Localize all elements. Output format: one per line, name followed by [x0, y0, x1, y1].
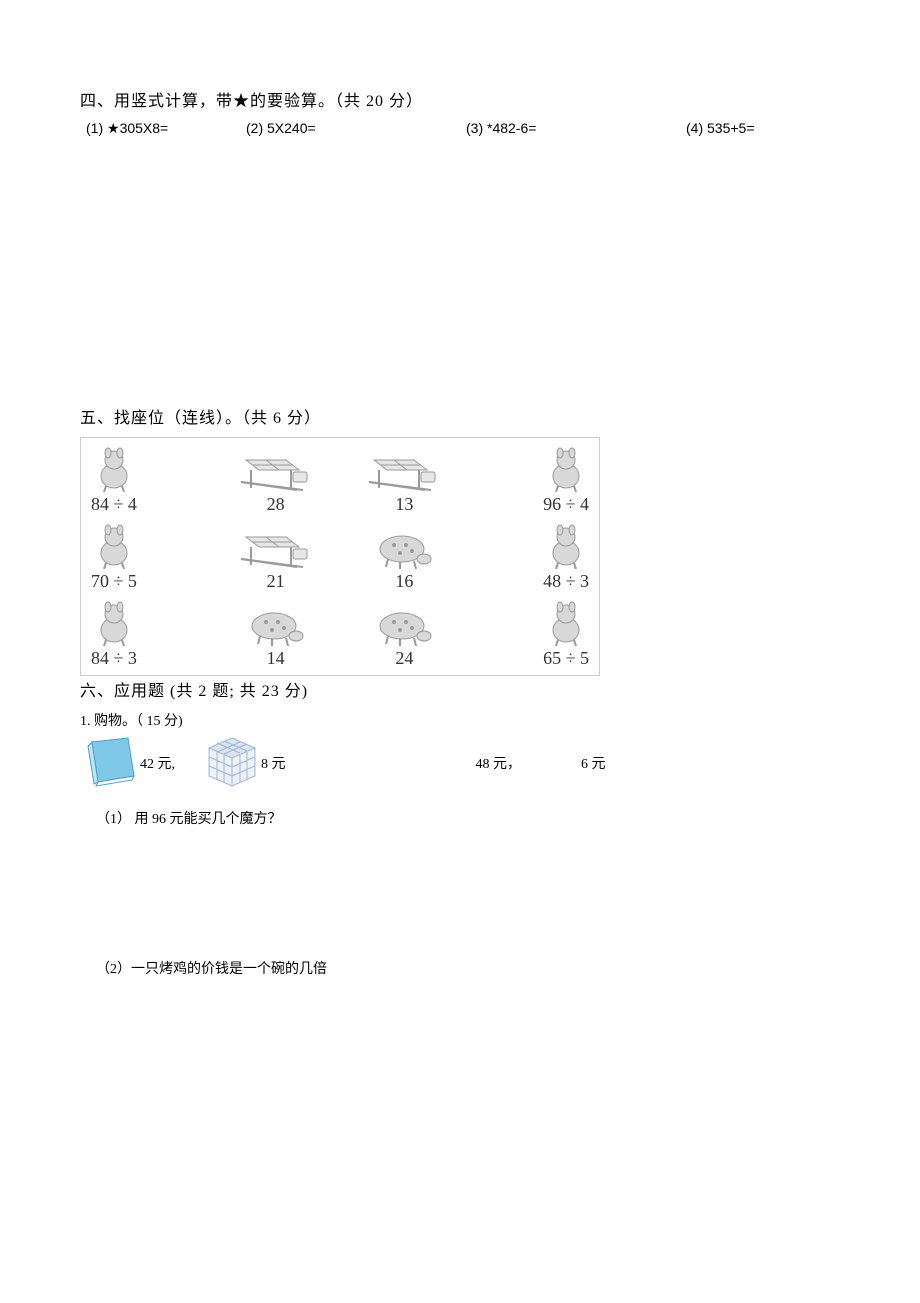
item-num: (4): [686, 120, 707, 136]
shop-item-rubik: 8 元: [205, 736, 286, 790]
section4-heading: 四、用竖式计算，带★的要验算。（共 20 分）: [80, 90, 840, 114]
chicken-price: 48 元，: [476, 753, 522, 773]
q5-cell: 65 ÷ 5: [473, 600, 593, 669]
section4-item-1: (1) ★305X8=: [86, 120, 246, 137]
q5-cell: 48 ÷ 3: [473, 523, 593, 592]
q5-cell: 24: [344, 608, 464, 669]
shopping-items-row: 42 元, 8 元 48 元， 6 元: [84, 736, 840, 790]
item-expr: 305X8=: [120, 120, 169, 136]
item-expr: 5X240=: [267, 120, 316, 136]
rubik-price: 8 元: [261, 753, 286, 773]
desk-icon: [369, 450, 439, 492]
q5-cell: 16: [344, 531, 464, 592]
section6-q2: （2）一只烤鸡的价钱是一个碗的几倍: [96, 958, 840, 978]
section4-item-2: (2) 5X240=: [246, 120, 466, 137]
q5-row-3: 84 ÷ 3 14 24 65 ÷ 5: [87, 600, 593, 669]
rubik-icon: [205, 736, 259, 790]
section5-heading: 五、找座位（连线）。（共 6 分）: [80, 407, 840, 431]
q5-cell: 13: [344, 450, 464, 515]
book-price: 42 元,: [140, 753, 175, 773]
item-expr: 482-6=: [492, 120, 536, 136]
q5-cell: 96 ÷ 4: [473, 446, 593, 515]
q5-label: 14: [267, 648, 285, 669]
shop-item-book: 42 元,: [84, 736, 175, 790]
animal-icon: [91, 523, 137, 569]
animal-icon: [543, 600, 589, 646]
animal-icon: [91, 600, 137, 646]
book-icon: [84, 736, 138, 790]
q5-row-1: 84 ÷ 4 28 13 96 ÷ 4: [87, 446, 593, 515]
section6-heading: 六、应用题 (共 2 题; 共 23 分): [80, 680, 840, 704]
q5-label: 70 ÷ 5: [91, 571, 137, 592]
item-num: (1): [86, 120, 107, 136]
section5-matching-box: 84 ÷ 4 28 13 96 ÷ 4 70 ÷ 5: [80, 437, 600, 676]
section6-q1: （1） 用 96 元能买几个魔方？: [96, 808, 840, 828]
q5-label: 48 ÷ 3: [543, 571, 589, 592]
desk-icon: [241, 527, 311, 569]
q5-cell: 14: [216, 608, 336, 669]
q5-cell: 84 ÷ 4: [87, 446, 207, 515]
item-expr: 535+5=: [707, 120, 755, 136]
section6-sub1-heading: 1. 购物。（ 15 分): [80, 710, 840, 730]
star-icon: ★: [107, 120, 120, 136]
q5-label: 28: [267, 494, 285, 515]
q5-label: 96 ÷ 4: [543, 494, 589, 515]
ladybug-icon: [374, 531, 434, 569]
section4-item-4: (4) 535+5=: [686, 120, 846, 137]
q5-cell: 84 ÷ 3: [87, 600, 207, 669]
animal-icon: [543, 523, 589, 569]
item-num: (3): [466, 120, 487, 136]
q5-label: 16: [395, 571, 413, 592]
q5-label: 84 ÷ 3: [91, 648, 137, 669]
ladybug-icon: [246, 608, 306, 646]
q5-label: 13: [395, 494, 413, 515]
animal-icon: [543, 446, 589, 492]
ladybug-icon: [374, 608, 434, 646]
q5-cell: 28: [216, 450, 336, 515]
q5-cell: 21: [216, 527, 336, 592]
q5-label: 84 ÷ 4: [91, 494, 137, 515]
section4-item-3: (3) *482-6=: [466, 120, 686, 137]
animal-icon: [91, 446, 137, 492]
q5-label: 21: [267, 571, 285, 592]
section4-problem-row: (1) ★305X8= (2) 5X240= (3) *482-6= (4) 5…: [86, 120, 846, 137]
q5-row-2: 70 ÷ 5 21 16 48 ÷ 3: [87, 523, 593, 592]
q5-cell: 70 ÷ 5: [87, 523, 207, 592]
q5-label: 24: [395, 648, 413, 669]
q5-label: 65 ÷ 5: [543, 648, 589, 669]
bowl-price: 6 元: [581, 753, 606, 773]
desk-icon: [241, 450, 311, 492]
item-num: (2): [246, 120, 267, 136]
